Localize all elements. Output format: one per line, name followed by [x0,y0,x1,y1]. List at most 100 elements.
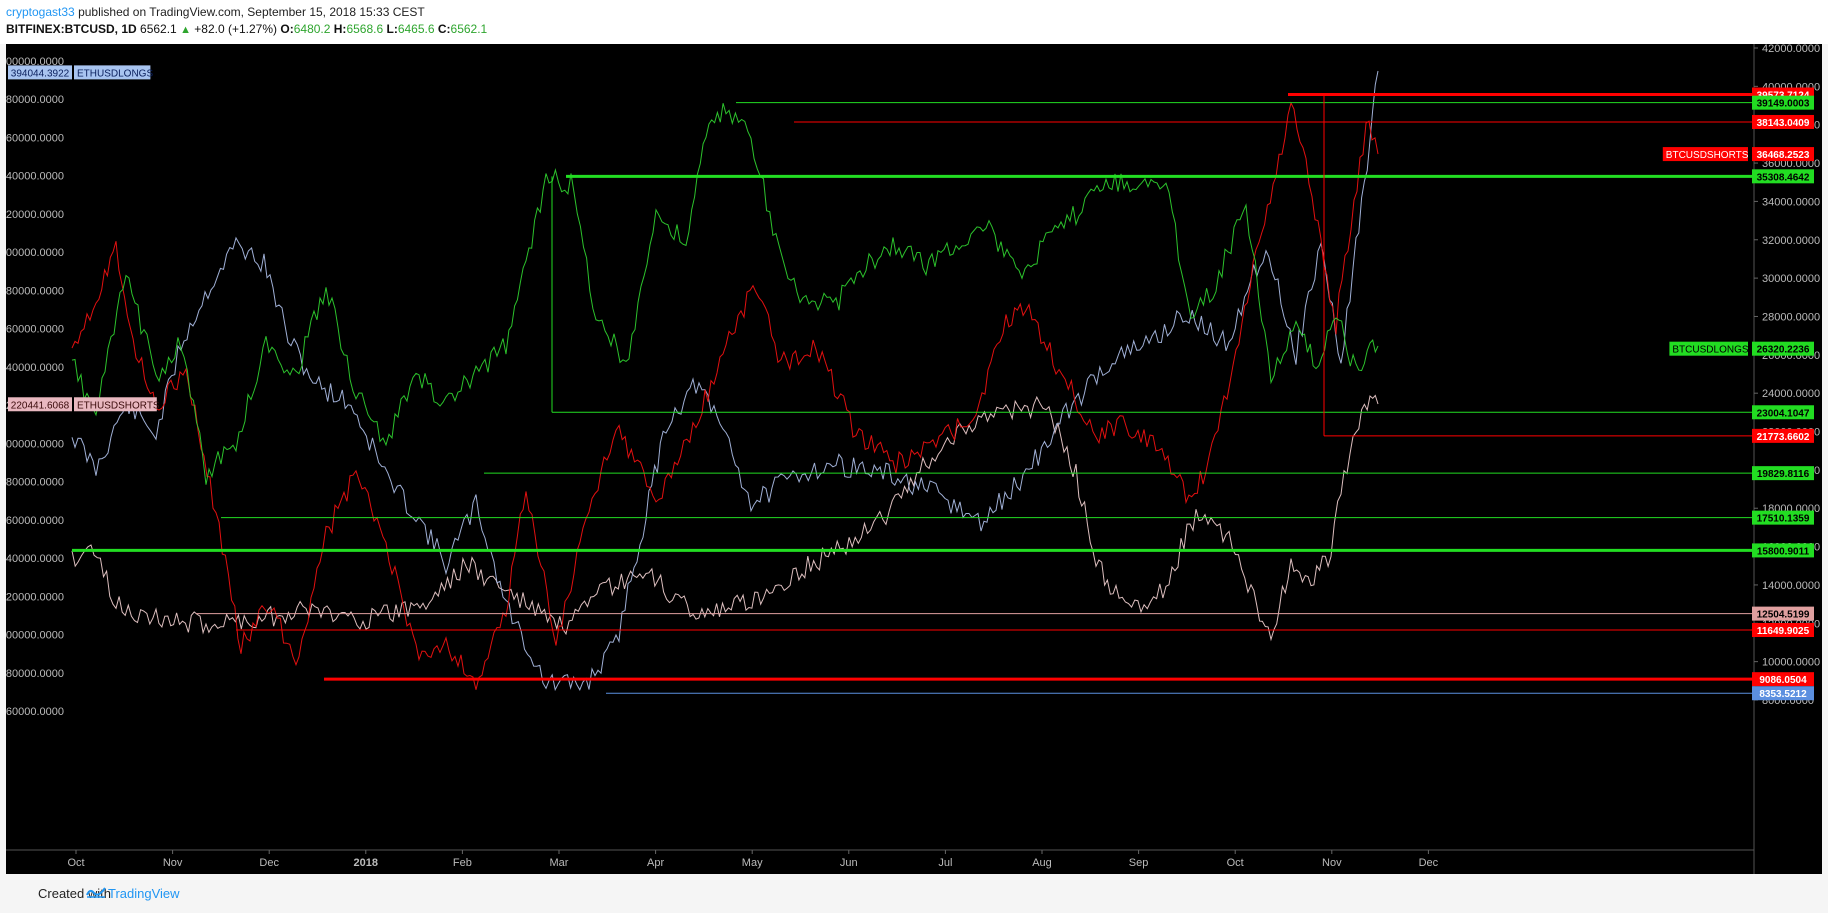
left-axis-tick: 60000.0000 [6,706,64,718]
series-last-value: 36468.2523 [1757,150,1810,161]
level-label-bg [1752,686,1814,701]
left-axis-tick: 340000.0000 [6,171,64,183]
level-label-bg [1752,606,1814,621]
series-last-value: 26320.2236 [1757,345,1810,356]
open-label: O: [280,22,294,36]
x-axis-tick: Jul [938,857,952,869]
level-label: 12504.5199 [1757,610,1810,621]
series-line-ethusdshorts [71,394,1379,642]
level-label-bg [1752,672,1814,687]
level-label-bg [1752,510,1814,525]
x-axis-tick: Oct [67,857,84,869]
left-axis-tick: 400000.0000 [6,56,64,68]
x-axis-tick: Mar [550,857,569,869]
series-line-btcusdlongs [71,103,1379,485]
right-axis-tick: 32000.0000 [1762,235,1820,247]
close-label: C: [437,22,451,36]
last-price: 6562.1 [140,22,177,36]
left-axis-tick: 280000.0000 [6,285,64,297]
right-axis-tick: 10000.0000 [1762,657,1820,669]
level-label: 9086.0504 [1759,675,1807,686]
x-axis-tick: 2018 [354,857,378,869]
up-triangle-icon: ▲ [180,24,191,36]
author-link[interactable]: cryptogast33 [6,5,75,19]
x-axis-tick: Dec [259,857,279,869]
left-axis-tick: 80000.0000 [6,668,64,680]
series-name-bg [1662,147,1748,162]
level-label-bg [1752,466,1814,481]
level-label: 39149.0003 [1757,99,1810,110]
left-axis-tick: 380000.0000 [6,94,64,106]
level-label-bg [1752,543,1814,558]
x-axis-tick: Nov [163,857,183,869]
left-axis-tick: 100000.0000 [6,630,64,642]
chart-area[interactable]: 400000.0000 380000.0000 360000.0000 340000.… [0,43,1822,874]
right-axis-tick: 34000.0000 [1762,196,1820,208]
series-value-bg [8,65,72,80]
x-axis-tick: Sep [1129,857,1149,869]
left-axis-tick: 300000.0000 [6,247,64,259]
series-name-label: BTCUSDSHORTS [1666,150,1749,161]
symbol-label: BITFINEX:BTCUSD, 1D [6,22,137,36]
level-label: 15800.9011 [1757,546,1810,557]
x-axis-tick: Apr [647,857,664,869]
x-axis-tick: Oct [1227,857,1244,869]
high-label: H: [333,22,347,36]
level-label: 23004.1047 [1757,408,1810,419]
level-label: 19829.8116 [1757,469,1810,480]
chart-svg[interactable]: 400000.0000 380000.0000 360000.0000 340000.… [0,43,1822,874]
price-change: +82.0 (+1.27%) [194,22,278,36]
series-line-btcusdshorts [71,101,1379,690]
series-name-label: BTCUSDLONGS [1672,345,1748,356]
tradingview-brand-link[interactable]: TradingView [108,886,180,901]
high-value: 6568.6 [346,22,384,36]
level-label: 38143.0409 [1757,118,1810,129]
x-axis-tick: Feb [453,857,472,869]
chart-header: cryptogast33 published on TradingView.co… [0,0,1828,44]
left-axis-tick: 200000.0000 [6,438,64,450]
level-label: 17510.1359 [1757,514,1810,525]
series-name-label: ETHUSDLONGS [77,68,153,79]
level-label-bg [1752,405,1814,420]
right-axis-tick: 24000.0000 [1762,388,1820,400]
left-axis-tick: 360000.0000 [6,132,64,144]
series-line-ethusdlongs [71,70,1379,692]
level-label-bg [1752,95,1814,110]
right-axis-tick: 42000.0000 [1762,44,1820,55]
level-label: 21773.6602 [1757,432,1810,443]
x-axis-tick: Dec [1419,857,1439,869]
left-axis-tick: 320000.0000 [6,209,64,221]
tradingview-logo-icon [86,887,106,898]
left-axis-tick: 260000.0000 [6,324,64,336]
low-label: L: [386,22,398,36]
left-axis-tick: 140000.0000 [6,553,64,565]
left-axis-tick: 160000.0000 [6,515,64,527]
series-name-bg [74,65,151,80]
level-label: 8353.5212 [1759,689,1807,700]
level-label-bg [1752,428,1814,443]
left-axis-tick: 240000.0000 [6,362,64,374]
series-name-label: ETHUSDSHORTS [77,400,160,411]
x-axis-tick: Nov [1322,857,1342,869]
low-value: 6465.6 [397,22,435,36]
level-label-bg [1752,623,1814,638]
x-axis-tick: May [742,857,763,869]
published-text: published on TradingView.com, September … [78,5,425,19]
series-name-bg [1669,341,1748,356]
right-axis-tick: 28000.0000 [1762,311,1820,323]
left-axis-tick: 180000.0000 [6,477,64,489]
series-name-bg [74,397,157,412]
level-label-bg [1752,114,1814,129]
close-value: 6562.1 [450,22,488,36]
level-label: 11649.9025 [1757,626,1810,637]
series-value-bg [8,397,72,412]
open-value: 6480.2 [293,22,331,36]
publish-info: cryptogast33 published on TradingView.co… [6,5,425,19]
right-axis-tick: 30000.0000 [1762,273,1820,285]
footer: Created with TradingView [0,874,1828,913]
level-label-bg [1752,169,1814,184]
left-axis-tick: 120000.0000 [6,591,64,603]
level-label: 35308.4642 [1757,172,1810,183]
series-last-value: 220441.6068 [11,400,70,411]
ohlc-info: BITFINEX:BTCUSD, 1D 6562.1 ▲ +82.0 (+1.2… [6,22,487,36]
